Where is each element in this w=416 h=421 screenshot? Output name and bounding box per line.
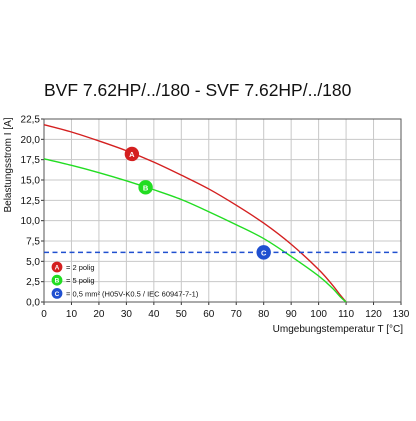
y-axis-label: Belastungsstrom I [A] <box>3 117 14 212</box>
legend-marker-a <box>51 261 63 273</box>
x-tick-label: 20 <box>93 309 105 320</box>
plot-area <box>44 119 401 302</box>
y-tick-label: 0,0 <box>26 298 40 309</box>
axes: 0 10 20 30 40 50 60 70 80 90 100 110 120 130 0,0 2,5 5,0… <box>21 115 410 321</box>
x-tick-label: 10 <box>66 309 78 320</box>
x-axis-label: Umgebungstemperatur T [°C] <box>273 324 404 335</box>
legend: A = 2 polig B = 5 polig C = 0,5 mm² (H05V-K0.… <box>51 261 199 299</box>
x-tick-label: 60 <box>203 309 215 320</box>
x-tick-label: 0 <box>41 309 47 320</box>
y-tick-label: 7,5 <box>26 237 40 248</box>
legend-label-b: = 5 polig <box>66 276 95 285</box>
series-marker-letter-b: B <box>143 183 149 192</box>
grid <box>43 118 402 303</box>
y-tick-label: 20,0 <box>21 135 41 146</box>
x-tick-label: 110 <box>338 309 354 320</box>
x-tick-label: 50 <box>176 309 188 320</box>
legend-label-c: = 0,5 mm² (H05V-K0.5 / IEC 60947-7-1) <box>66 289 199 298</box>
legend-marker-c <box>51 288 63 299</box>
legend-label-a: = 2 polig <box>66 263 95 272</box>
x-tick-label: 80 <box>258 309 270 320</box>
x-tick-label: 90 <box>286 309 298 320</box>
series-marker-c <box>256 245 271 260</box>
y-tick-label: 5,0 <box>26 257 40 268</box>
series-lines <box>43 124 401 303</box>
legend-marker-letter-b: B <box>55 278 60 285</box>
x-tick-label: 130 <box>393 309 410 320</box>
plot-border <box>43 118 402 303</box>
y-tick-label: 10,0 <box>21 216 41 227</box>
series-line-b <box>43 158 347 303</box>
x-tick-label: 70 <box>231 309 243 320</box>
x-tick-label: 100 <box>310 309 327 320</box>
y-tick-label: 17,5 <box>21 155 41 166</box>
x-tick-label: 30 <box>121 309 133 320</box>
series-line-a <box>43 124 347 303</box>
series-markers: A B C <box>124 146 271 260</box>
legend-marker-b <box>51 274 63 286</box>
y-tick-label: 22,5 <box>21 115 41 126</box>
series-marker-letter-a: A <box>129 150 135 159</box>
series-marker-letter-c: C <box>261 248 267 257</box>
x-tick-label: 120 <box>365 309 382 320</box>
series-marker-a <box>124 146 140 162</box>
chart-title: BVF 7.62HP/../180 - SVF 7.62HP/../180 <box>44 80 352 100</box>
y-tick-label: 12,5 <box>21 196 41 207</box>
y-tick-label: 2,5 <box>26 277 40 288</box>
x-tick-label: 40 <box>148 309 160 320</box>
legend-marker-letter-a: A <box>55 265 60 272</box>
legend-marker-letter-c: C <box>55 291 60 298</box>
series-marker-b <box>138 180 153 195</box>
y-tick-label: 15,0 <box>21 176 41 187</box>
